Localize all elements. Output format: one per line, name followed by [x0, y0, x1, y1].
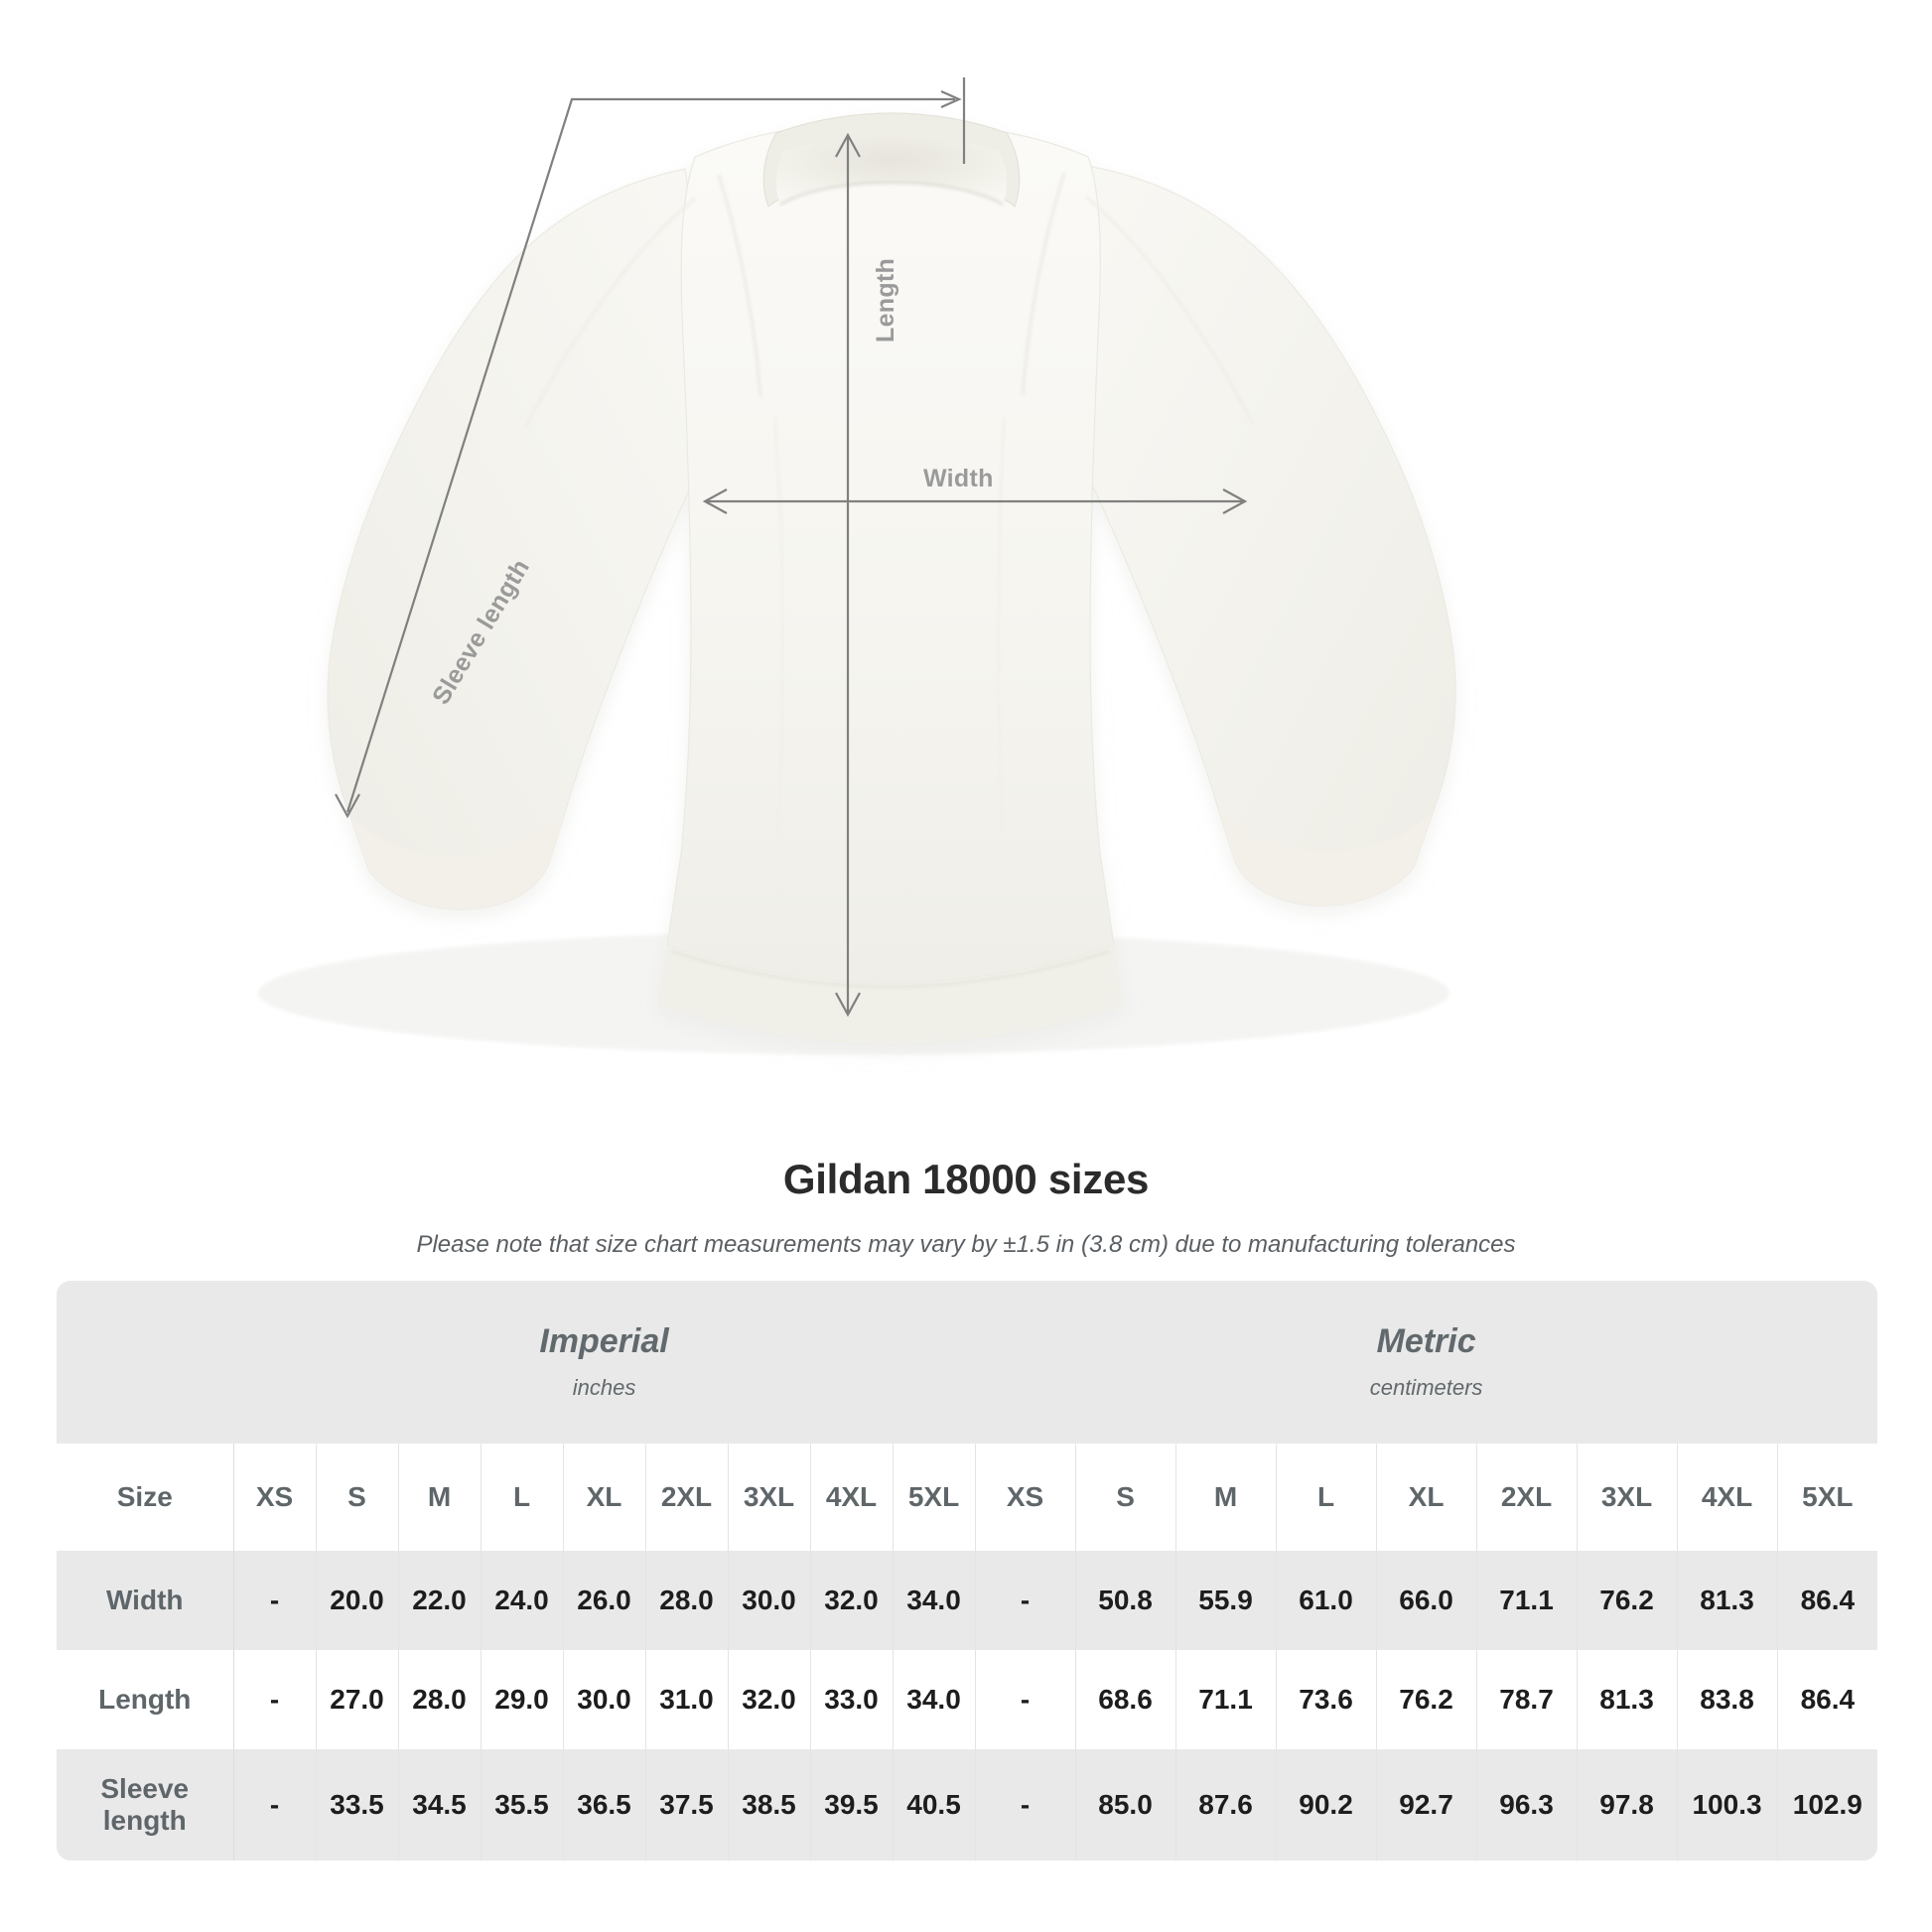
- length-annotation-label: Length: [872, 257, 899, 343]
- cell-width-metric-4xl: 81.3: [1677, 1551, 1778, 1650]
- cell-length-imperial-l: 29.0: [481, 1650, 564, 1749]
- metric-label: Metric: [1376, 1322, 1476, 1361]
- cell-sleeve-imperial-xl: 36.5: [563, 1749, 646, 1861]
- imperial-unit-cell: Imperial inches: [233, 1281, 976, 1444]
- size-header-metric-m: M: [1175, 1444, 1277, 1551]
- size-header-label: Size: [57, 1444, 234, 1551]
- unit-banner-row: Imperial inches Metric centimeters: [57, 1281, 1878, 1444]
- cell-width-metric-5xl: 86.4: [1777, 1551, 1878, 1650]
- size-header-imperial-5xl: 5XL: [893, 1444, 976, 1551]
- sweatshirt-illustration: [258, 77, 1456, 1054]
- cell-width-imperial-2xl: 28.0: [645, 1551, 729, 1650]
- tolerance-note: Please note that size chart measurements…: [416, 1231, 1516, 1258]
- cell-sleeve-imperial-3xl: 38.5: [728, 1749, 811, 1861]
- unit-row-spacer: [57, 1281, 233, 1444]
- cell-width-imperial-s: 20.0: [316, 1551, 399, 1650]
- size-header-metric-3xl: 3XL: [1577, 1444, 1678, 1551]
- cell-sleeve-imperial-s: 33.5: [316, 1749, 399, 1861]
- size-header-metric-4xl: 4XL: [1677, 1444, 1778, 1551]
- cell-sleeve-metric-xl: 92.7: [1376, 1749, 1477, 1861]
- cell-length-metric-xs: -: [974, 1650, 1076, 1749]
- cell-sleeve-imperial-5xl: 40.5: [893, 1749, 976, 1861]
- cell-length-metric-2xl: 78.7: [1476, 1650, 1578, 1749]
- cell-sleeve-metric-m: 87.6: [1175, 1749, 1277, 1861]
- cell-width-imperial-4xl: 32.0: [810, 1551, 894, 1650]
- size-header-row: Size XS S M L XL 2XL 3XL 4XL 5XL XS S M …: [57, 1444, 1878, 1551]
- size-table: Imperial inches Metric centimeters Size …: [57, 1281, 1878, 1861]
- cell-sleeve-metric-2xl: 96.3: [1476, 1749, 1578, 1861]
- metric-sub-label: centimeters: [1369, 1374, 1483, 1400]
- cell-sleeve-imperial-4xl: 39.5: [810, 1749, 894, 1861]
- cell-width-imperial-m: 22.0: [398, 1551, 482, 1650]
- cell-width-metric-2xl: 71.1: [1476, 1551, 1578, 1650]
- cell-length-imperial-2xl: 31.0: [645, 1650, 729, 1749]
- size-header-imperial-m: M: [398, 1444, 482, 1551]
- cell-width-metric-l: 61.0: [1276, 1551, 1377, 1650]
- cell-sleeve-metric-l: 90.2: [1276, 1749, 1377, 1861]
- size-table-container: Imperial inches Metric centimeters Size …: [57, 1281, 1878, 1861]
- cell-length-metric-4xl: 83.8: [1677, 1650, 1778, 1749]
- cell-sleeve-imperial-m: 34.5: [398, 1749, 482, 1861]
- cell-sleeve-metric-xs: -: [974, 1749, 1076, 1861]
- title-block: Gildan 18000 sizes Please note that size…: [0, 1132, 1932, 1259]
- size-header-imperial-4xl: 4XL: [810, 1444, 894, 1551]
- cell-sleeve-imperial-2xl: 37.5: [645, 1749, 729, 1861]
- size-header-metric-s: S: [1075, 1444, 1176, 1551]
- cell-length-imperial-xl: 30.0: [563, 1650, 646, 1749]
- cell-width-metric-xl: 66.0: [1376, 1551, 1477, 1650]
- size-header-imperial-3xl: 3XL: [728, 1444, 811, 1551]
- cell-sleeve-imperial-l: 35.5: [481, 1749, 564, 1861]
- table-row: Width - 20.0 22.0 24.0 26.0 28.0 30.0 32…: [57, 1551, 1878, 1650]
- metric-unit-cell: Metric centimeters: [975, 1281, 1878, 1444]
- cell-sleeve-metric-s: 85.0: [1075, 1749, 1176, 1861]
- size-header-imperial-s: S: [316, 1444, 399, 1551]
- cell-length-imperial-5xl: 34.0: [893, 1650, 976, 1749]
- size-header-metric-xl: XL: [1376, 1444, 1477, 1551]
- size-header-imperial-xs: XS: [233, 1444, 317, 1551]
- imperial-sub-label: inches: [572, 1374, 636, 1400]
- cell-length-imperial-xs: -: [233, 1650, 317, 1749]
- cell-width-imperial-xs: -: [233, 1551, 317, 1650]
- cell-sleeve-metric-5xl: 102.9: [1777, 1749, 1878, 1861]
- cell-length-metric-l: 73.6: [1276, 1650, 1377, 1749]
- cell-width-imperial-3xl: 30.0: [728, 1551, 811, 1650]
- size-header-metric-2xl: 2XL: [1476, 1444, 1578, 1551]
- size-header-imperial-l: L: [481, 1444, 564, 1551]
- size-header-metric-l: L: [1276, 1444, 1377, 1551]
- cell-sleeve-imperial-xs: -: [233, 1749, 317, 1861]
- cell-length-metric-5xl: 86.4: [1777, 1650, 1878, 1749]
- cell-length-imperial-s: 27.0: [316, 1650, 399, 1749]
- width-annotation-label: Width: [923, 465, 994, 492]
- cell-width-metric-m: 55.9: [1175, 1551, 1277, 1650]
- table-row: Sleeve length - 33.5 34.5 35.5 36.5 37.5…: [57, 1749, 1878, 1861]
- garment-photo-area: Width Length Sleeve length: [258, 77, 1456, 1054]
- cell-width-metric-3xl: 76.2: [1577, 1551, 1678, 1650]
- cell-width-imperial-5xl: 34.0: [893, 1551, 976, 1650]
- row-label-length: Length: [57, 1650, 234, 1749]
- page-title: Gildan 18000 sizes: [782, 1156, 1150, 1202]
- cell-length-imperial-m: 28.0: [398, 1650, 482, 1749]
- size-header-imperial-2xl: 2XL: [645, 1444, 729, 1551]
- cell-width-metric-xs: -: [974, 1551, 1076, 1650]
- cell-sleeve-metric-4xl: 100.3: [1677, 1749, 1778, 1861]
- table-row: Length - 27.0 28.0 29.0 30.0 31.0 32.0 3…: [57, 1650, 1878, 1749]
- size-header-metric-xs: XS: [974, 1444, 1076, 1551]
- cell-length-metric-s: 68.6: [1075, 1650, 1176, 1749]
- cell-length-imperial-3xl: 32.0: [728, 1650, 811, 1749]
- cell-width-metric-s: 50.8: [1075, 1551, 1176, 1650]
- cell-width-imperial-xl: 26.0: [563, 1551, 646, 1650]
- imperial-label: Imperial: [539, 1322, 669, 1361]
- size-header-imperial-xl: XL: [563, 1444, 646, 1551]
- cell-length-metric-3xl: 81.3: [1577, 1650, 1678, 1749]
- row-label-sleeve-length: Sleeve length: [57, 1749, 234, 1861]
- row-label-width: Width: [57, 1551, 234, 1650]
- cell-width-imperial-l: 24.0: [481, 1551, 564, 1650]
- size-header-metric-5xl: 5XL: [1777, 1444, 1878, 1551]
- measurement-guides: [335, 77, 1248, 1018]
- cell-length-imperial-4xl: 33.0: [810, 1650, 894, 1749]
- cell-sleeve-metric-3xl: 97.8: [1577, 1749, 1678, 1861]
- cell-length-metric-m: 71.1: [1175, 1650, 1277, 1749]
- cell-length-metric-xl: 76.2: [1376, 1650, 1477, 1749]
